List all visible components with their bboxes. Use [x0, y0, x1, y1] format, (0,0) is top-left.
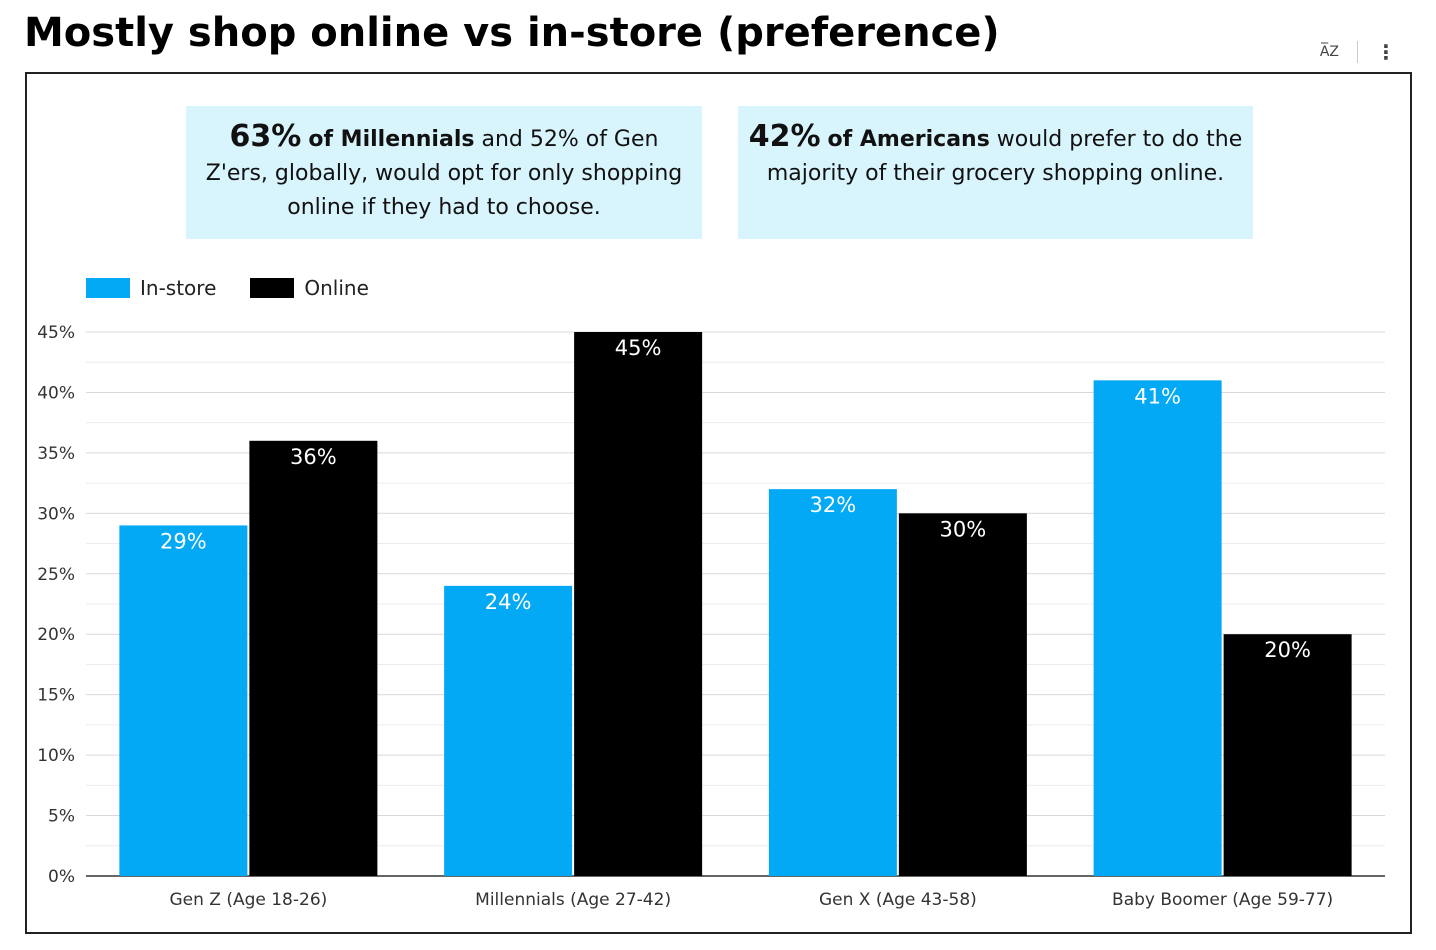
chart-toolbar: A̅Z ⋮ [1320, 40, 1396, 64]
page-title: Mostly shop online vs in-store (preferen… [24, 10, 1000, 56]
bar-in-store-2 [768, 489, 897, 876]
bar-online-1 [574, 332, 703, 876]
callout-stat: 63% [229, 119, 302, 154]
y-tick-label: 25% [37, 565, 75, 585]
y-tick-label: 20% [37, 625, 75, 645]
legend-swatch-instore [86, 278, 130, 298]
y-tick-label: 10% [37, 746, 75, 766]
bar-online-3 [1223, 634, 1352, 876]
x-tick-label: Baby Boomer (Age 59-77) [1112, 890, 1333, 910]
y-tick-label: 5% [48, 807, 75, 827]
callout-stat: 42% [748, 119, 821, 154]
bar-in-store-1 [444, 585, 573, 876]
bar-data-label: 30% [940, 517, 987, 541]
callout-text: would prefer to do the majority of their… [766, 127, 1243, 186]
callout-stat-label: of Americans [827, 127, 990, 152]
chart-frame [25, 72, 1412, 934]
bar-data-label: 24% [485, 590, 532, 614]
chart-legend: In-store Online [86, 276, 403, 300]
bar-data-label: 32% [810, 493, 857, 517]
legend-swatch-online [250, 278, 295, 298]
y-tick-label: 40% [37, 383, 75, 403]
x-tick-label: Millennials (Age 27-42) [475, 890, 671, 910]
y-tick-label: 35% [37, 444, 75, 464]
x-tick-label: Gen Z (Age 18-26) [169, 890, 327, 910]
y-tick-label: 0% [48, 867, 75, 887]
legend-item-online[interactable]: Online [250, 276, 369, 300]
x-tick-label: Gen X (Age 43-58) [819, 890, 977, 910]
bar-data-label: 29% [160, 529, 207, 553]
toolbar-divider [1357, 41, 1358, 63]
bar-data-label: 20% [1264, 638, 1311, 662]
y-tick-label: 15% [37, 686, 75, 706]
bar-data-label: 45% [615, 336, 662, 360]
sort-icon[interactable]: A̅Z [1319, 44, 1339, 60]
more-options-icon[interactable]: ⋮ [1376, 40, 1396, 64]
callout-americans: 42% of Americans would prefer to do the … [738, 106, 1253, 239]
legend-item-instore[interactable]: In-store [86, 276, 216, 300]
callout-millennials: 63% of Millennials and 52% of Gen Z'ers,… [186, 106, 702, 239]
bar-data-label: 41% [1134, 384, 1181, 408]
bar-online-0 [249, 440, 378, 876]
bar-data-label: 36% [290, 445, 337, 469]
bar-online-2 [898, 513, 1027, 876]
y-tick-label: 45% [37, 323, 75, 343]
bar-in-store-3 [1093, 380, 1222, 876]
legend-label-online: Online [304, 276, 369, 300]
y-tick-label: 30% [37, 504, 75, 524]
callout-stat-label: of Millennials [308, 127, 475, 152]
bar-in-store-0 [119, 525, 248, 876]
legend-label-instore: In-store [140, 276, 217, 300]
callout-text: and 52% of Gen Z'ers, globally, would op… [205, 127, 683, 220]
